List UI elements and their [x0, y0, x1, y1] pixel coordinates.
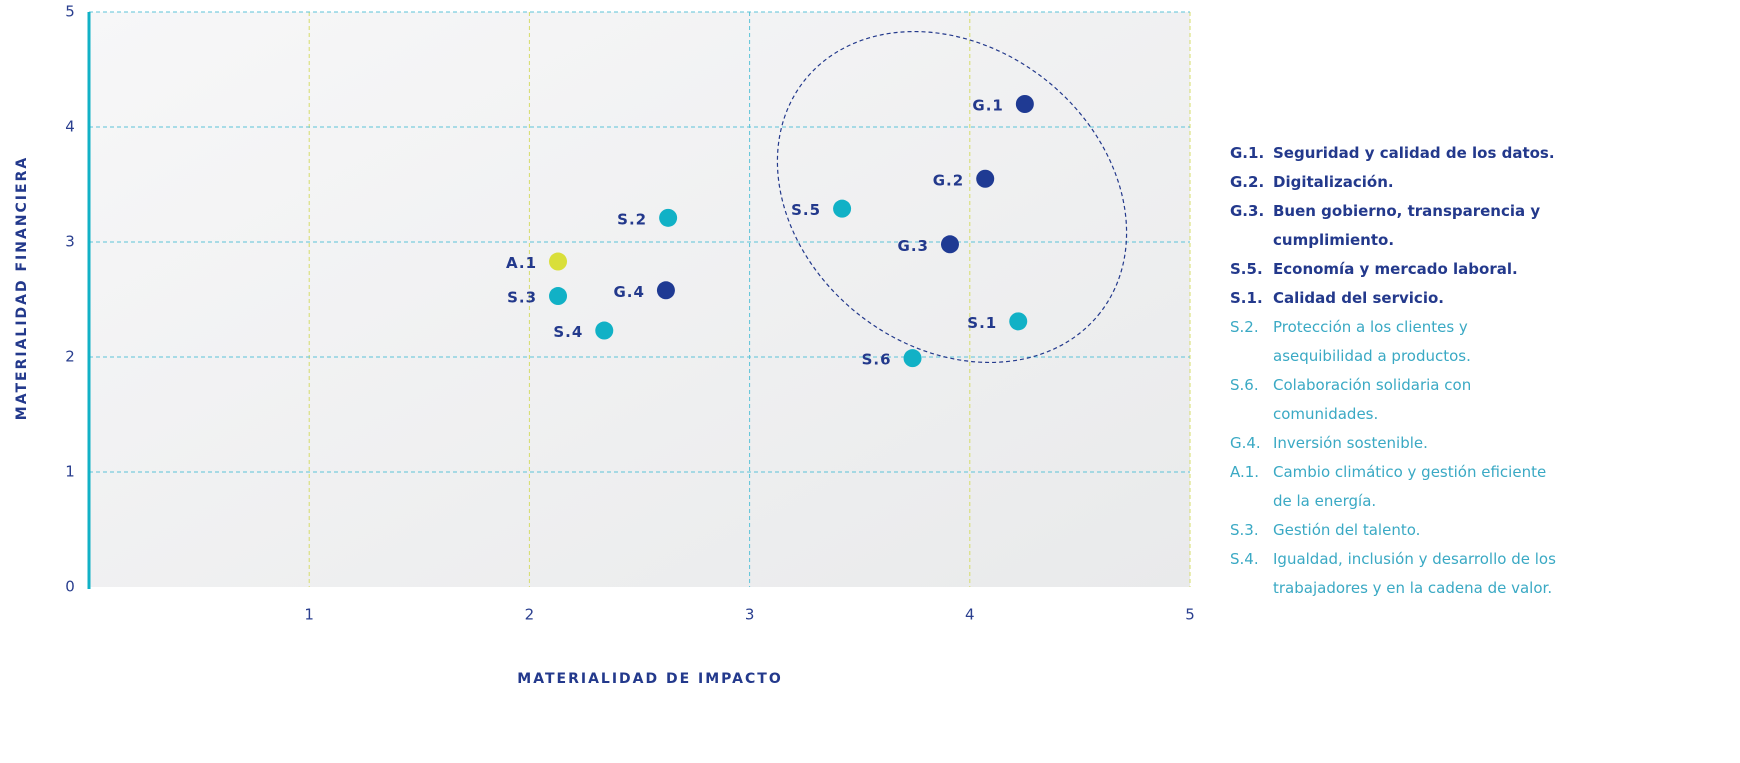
x-axis-title: MATERIALIDAD DE IMPACTO [517, 671, 782, 687]
point [976, 169, 995, 188]
legend-text: Protección a los clientes y asequibilida… [1273, 318, 1471, 365]
legend-code: G.2. [1230, 173, 1265, 191]
point [659, 208, 678, 227]
y-tick-label: 0 [65, 578, 75, 596]
y-axis-title: MATERIALIDAD FINANCIERA [14, 156, 30, 420]
point-label: G.3 [898, 237, 929, 255]
legend-item: S.3. Gestión del talento. [1230, 516, 1740, 545]
legend-code: S.3. [1230, 521, 1259, 539]
point-label: G.4 [613, 283, 644, 301]
legend-item: S.5. Economía y mercado laboral. [1230, 255, 1740, 284]
highlight-ellipse [776, 30, 1128, 364]
y-tick-label: 3 [65, 233, 75, 251]
point-label: S.5 [791, 201, 821, 219]
y-tick-label: 5 [65, 3, 75, 21]
x-tick-label: 3 [745, 606, 755, 624]
point [940, 235, 959, 254]
legend-item: S.2. Protección a los clientes y asequibi… [1230, 313, 1740, 371]
point-label: S.2 [617, 210, 647, 228]
point [903, 349, 922, 368]
legend-text: Gestión del talento. [1273, 521, 1421, 539]
y-tick-label: 1 [65, 463, 75, 481]
point [549, 287, 568, 306]
legend-text: Colaboración solidaria con comunidades. [1273, 376, 1472, 423]
legend-text: Inversión sostenible. [1273, 434, 1428, 452]
legend-code: S.1. [1230, 289, 1263, 307]
legend-item: A.1. Cambio climático y gestión eficiente… [1230, 458, 1740, 516]
legend-code: G.1. [1230, 144, 1265, 162]
legend-code: S.6. [1230, 376, 1259, 394]
x-tick-label: 2 [525, 606, 535, 624]
legend: G.1. Seguridad y calidad de los datos. G.2… [1230, 139, 1740, 603]
legend-code: S.4. [1230, 550, 1259, 568]
point [1009, 312, 1028, 331]
point-label: S.6 [862, 351, 892, 369]
legend-text: Buen gobierno, transparencia y cumplimie… [1273, 202, 1541, 249]
point [549, 252, 568, 271]
point-label: G.1 [972, 97, 1003, 115]
point [656, 281, 675, 300]
legend-code: G.4. [1230, 434, 1261, 452]
point-label: A.1 [506, 254, 537, 272]
point-label: S.3 [507, 289, 537, 307]
legend-text: Cambio climático y gestión eficiente de … [1273, 463, 1547, 510]
legend-text: Calidad del servicio. [1273, 289, 1444, 307]
point-label: G.2 [933, 171, 964, 189]
legend-item: S.6. Colaboración solidaria con comunidad… [1230, 371, 1740, 429]
legend-text: Igualdad, inclusión y desarrollo de los … [1273, 550, 1556, 597]
legend-item: S.1. Calidad del servicio. [1230, 284, 1740, 313]
x-tick-label: 1 [304, 606, 314, 624]
legend-code: S.2. [1230, 318, 1259, 336]
legend-item: G.1. Seguridad y calidad de los datos. [1230, 139, 1740, 168]
point [833, 199, 852, 218]
legend-item: G.3. Buen gobierno, transparencia y cumpl… [1230, 197, 1740, 255]
legend-text: Seguridad y calidad de los datos. [1273, 144, 1555, 162]
x-tick-label: 5 [1185, 606, 1195, 624]
legend-item: G.4. Inversión sostenible. [1230, 429, 1740, 458]
legend-item: S.4. Igualdad, inclusión y desarrollo de … [1230, 545, 1740, 603]
point-label: S.1 [967, 314, 997, 332]
legend-text: Digitalización. [1273, 173, 1394, 191]
x-tick-label: 4 [965, 606, 975, 624]
y-tick-label: 4 [65, 118, 75, 136]
point-label: S.4 [553, 323, 583, 341]
y-tick-label: 2 [65, 348, 75, 366]
plot-area [89, 12, 1190, 587]
point [595, 321, 614, 340]
legend-text: Economía y mercado laboral. [1273, 260, 1518, 278]
legend-code: S.5. [1230, 260, 1263, 278]
point [1015, 95, 1034, 113]
legend-item: G.2. Digitalización. [1230, 168, 1740, 197]
legend-code: A.1. [1230, 463, 1260, 481]
legend-code: G.3. [1230, 202, 1265, 220]
